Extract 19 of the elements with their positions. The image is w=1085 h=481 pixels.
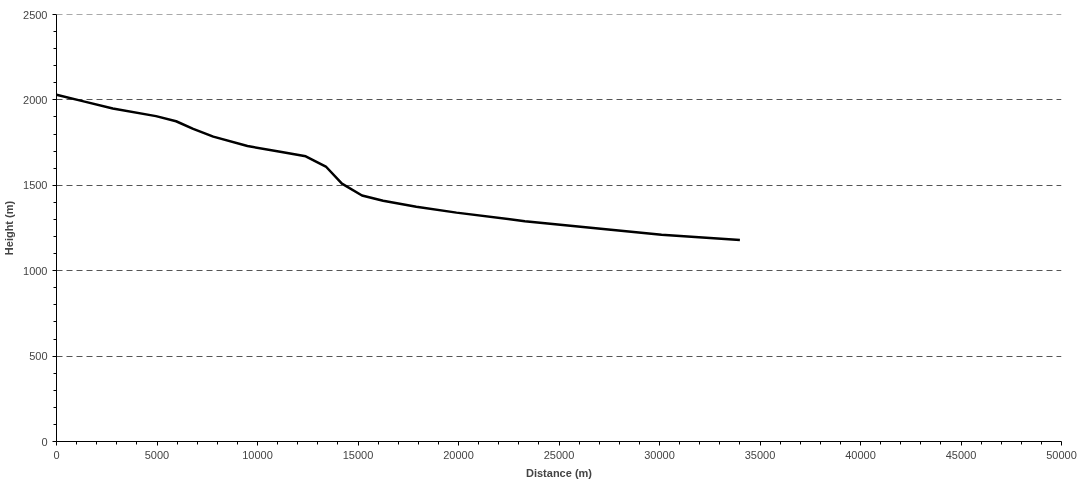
y-tick-label: 0 <box>41 435 48 448</box>
y-tick-label: 2500 <box>23 8 48 21</box>
y-tick-label: 1000 <box>23 264 48 277</box>
y-tick-label: 1500 <box>23 179 48 192</box>
x-tick-label: 50000 <box>1046 448 1077 461</box>
x-axis-title: Distance (m) <box>525 466 593 479</box>
y-tick-label: 2000 <box>23 93 48 106</box>
x-tick-label: 30000 <box>644 448 675 461</box>
y-tick-label: 500 <box>29 350 48 363</box>
x-tick-label: 15000 <box>342 448 374 461</box>
x-tick-label: 45000 <box>945 448 977 461</box>
x-tick-label: 35000 <box>744 448 776 461</box>
x-tick-label: 20000 <box>443 448 474 461</box>
x-tick-label: 40000 <box>845 448 876 461</box>
x-tick-label: 0 <box>53 448 60 461</box>
x-tick-label: 25000 <box>543 448 575 461</box>
x-tick-label: 10000 <box>242 448 273 461</box>
y-axis-title: Height (m) <box>3 200 16 256</box>
x-tick-label: 5000 <box>144 448 170 461</box>
